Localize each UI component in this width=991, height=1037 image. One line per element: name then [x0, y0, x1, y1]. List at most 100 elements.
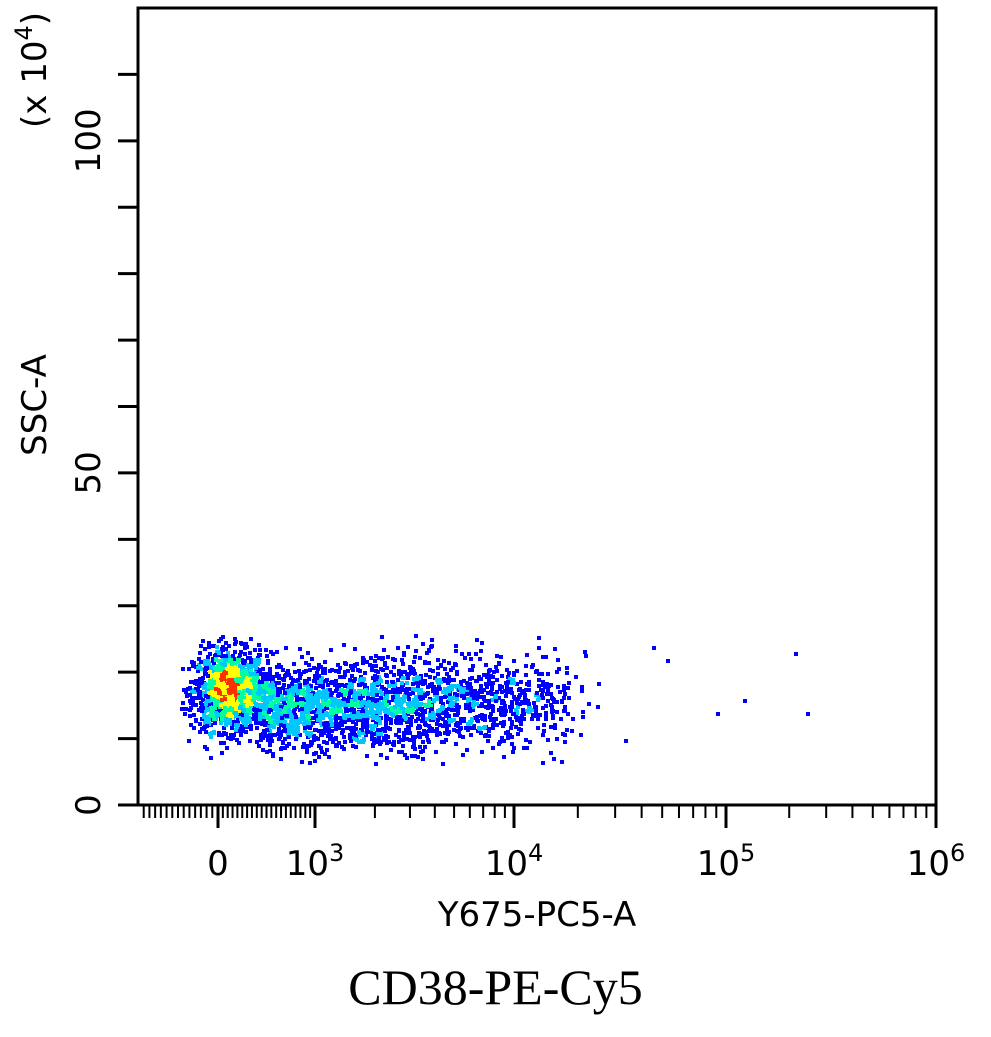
event-dot — [385, 741, 389, 745]
event-dot — [188, 714, 192, 718]
event-dot — [255, 726, 259, 730]
event-dot — [362, 738, 366, 742]
event-dot — [334, 669, 338, 673]
event-dot — [515, 701, 519, 705]
event-dot — [455, 693, 459, 697]
event-dot — [411, 682, 415, 686]
event-dot — [281, 686, 285, 690]
event-dot — [495, 678, 499, 682]
event-dot — [308, 734, 312, 738]
event-dot — [581, 710, 585, 714]
event-dot — [355, 738, 359, 742]
event-dot — [248, 651, 252, 655]
event-dot — [385, 666, 389, 670]
event-dot — [403, 753, 407, 757]
event-dot — [540, 672, 544, 676]
event-dot — [479, 695, 483, 699]
event-dot — [363, 683, 367, 687]
event-dot — [431, 716, 435, 720]
event-dot — [487, 682, 491, 686]
event-dot — [401, 744, 405, 748]
event-dot — [476, 693, 480, 697]
event-dot — [361, 709, 365, 713]
event-dot — [426, 691, 430, 695]
event-dot — [361, 661, 365, 665]
event-dot — [491, 723, 495, 727]
event-dot — [239, 733, 243, 737]
event-dot — [253, 688, 257, 692]
outlier-dot — [806, 712, 810, 716]
event-dot — [555, 700, 559, 704]
event-dot — [301, 688, 305, 692]
event-dot — [231, 697, 235, 701]
event-dot — [340, 731, 344, 735]
event-dot — [284, 646, 288, 650]
event-dot — [418, 713, 422, 717]
event-dot — [401, 676, 405, 680]
event-dot — [480, 713, 484, 717]
event-dot — [418, 745, 422, 749]
event-dot — [391, 714, 395, 718]
event-dot — [182, 688, 186, 692]
outlier-dot — [624, 739, 628, 743]
event-dot — [336, 663, 340, 667]
event-dot — [441, 711, 445, 715]
event-dot — [381, 668, 385, 672]
event-dot — [275, 689, 279, 693]
event-dot — [307, 744, 311, 748]
event-dot — [321, 685, 325, 689]
event-dot — [333, 697, 337, 701]
event-dot — [518, 702, 522, 706]
event-dot — [226, 682, 230, 686]
event-dot — [247, 689, 251, 693]
event-dot — [475, 697, 479, 701]
event-dot — [288, 704, 292, 708]
event-dot — [259, 738, 263, 742]
event-dot — [232, 720, 236, 724]
event-dot — [311, 721, 315, 725]
event-dot — [555, 710, 559, 714]
event-dot — [295, 698, 299, 702]
event-dot — [313, 728, 317, 732]
event-dot — [397, 669, 401, 673]
event-dot — [194, 679, 198, 683]
event-dot — [527, 702, 531, 706]
event-dot — [317, 708, 321, 712]
event-dot — [541, 655, 545, 659]
event-dot — [237, 729, 241, 733]
event-dot — [512, 681, 516, 685]
event-dot — [535, 669, 539, 673]
event-dot — [317, 663, 321, 667]
event-dot — [556, 658, 560, 662]
event-dot — [327, 730, 331, 734]
event-dot — [302, 722, 306, 726]
event-dot — [553, 726, 557, 730]
event-dot — [510, 722, 514, 726]
event-dot — [316, 699, 320, 703]
event-dot — [200, 727, 204, 731]
event-dot — [253, 678, 257, 682]
event-dot — [181, 667, 185, 671]
event-dot — [353, 647, 357, 651]
event-dot — [283, 691, 287, 695]
event-dot — [274, 681, 278, 685]
event-dot — [378, 728, 382, 732]
event-dot — [438, 708, 442, 712]
event-dot — [233, 690, 237, 694]
event-dot — [483, 699, 487, 703]
event-dot — [276, 693, 280, 697]
event-dot — [287, 735, 291, 739]
y-tick-label: 100 — [69, 108, 109, 173]
event-dot — [330, 680, 334, 684]
event-dot — [317, 717, 321, 721]
event-dot — [413, 747, 417, 751]
event-dot — [306, 689, 310, 693]
event-dot — [525, 682, 529, 686]
event-dot — [256, 662, 260, 666]
event-dot — [399, 721, 403, 725]
event-dot — [455, 729, 459, 733]
event-dot — [427, 661, 431, 665]
event-dot — [268, 697, 272, 701]
event-dot — [337, 741, 341, 745]
event-dot — [350, 707, 354, 711]
